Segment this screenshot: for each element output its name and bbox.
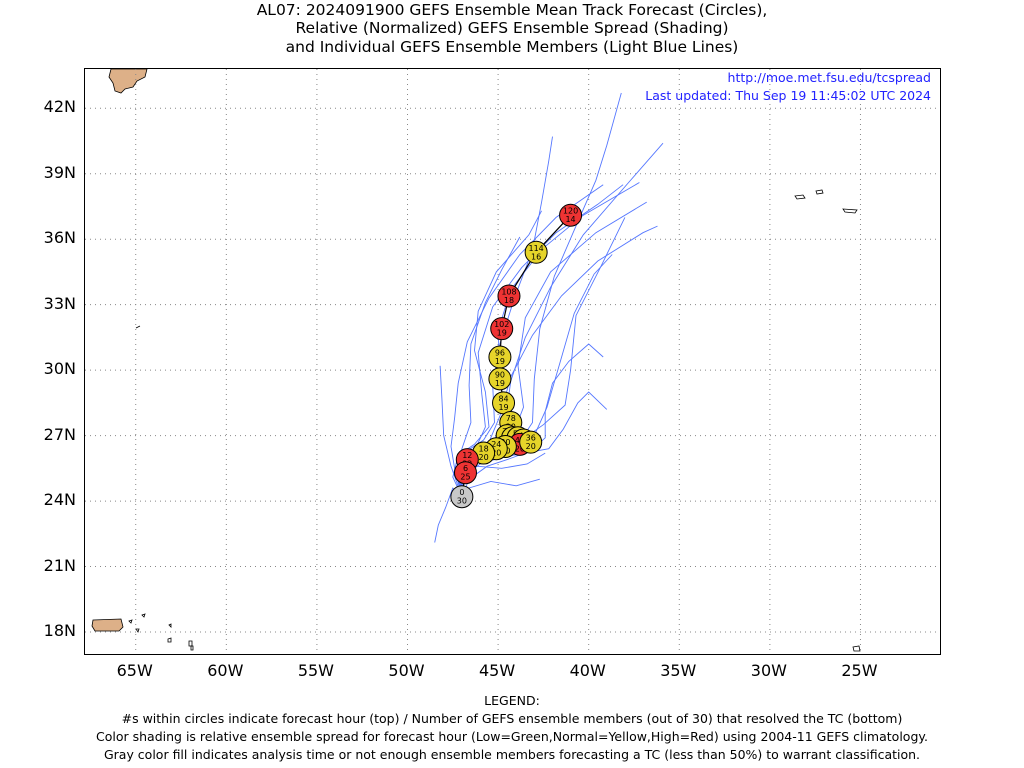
forecast-hour-label: 84 [498,394,508,403]
lesser-antilles-land-2 [135,628,140,633]
lat-tick-label: 39N [43,162,76,182]
forecast-point-6: 625 [453,461,477,485]
lon-tick-label: 45W [479,661,516,680]
forecast-hour-label: 102 [494,320,509,329]
lat-tick-label: 42N [43,97,76,117]
ensemble-member-track [450,184,604,497]
member-count-label: 19 [498,403,508,412]
legend-line-1: #s within circles indicate forecast hour… [121,711,903,726]
forecast-hour-label: 90 [495,370,505,379]
forecast-circle [453,461,477,485]
forecast-hour-label: 12 [462,451,472,460]
lat-tick-label: 36N [43,228,76,248]
forecast-circle [519,430,543,454]
member-count-label: 20 [515,444,525,453]
chart-title-line-2: Relative (Normalized) GEFS Ensemble Spre… [295,19,729,37]
forecast-circle [490,317,514,341]
member-count-label: 19 [495,379,505,388]
forecast-circle [497,284,521,308]
forecast-hour-label: 108 [501,287,516,296]
lesser-antilles-land-4 [188,640,193,647]
forecast-hour-label: 24 [491,440,501,449]
member-count-label: 20 [526,442,536,451]
lesser-antilles-land-5 [168,623,172,628]
forecast-hour-label: 96 [495,349,505,358]
newfoundland-land [108,69,148,94]
forecast-hour-label: 78 [506,414,516,423]
source-url-link[interactable]: http://moe.met.fsu.edu/tcspread [727,70,931,85]
lat-tick-label: 33N [43,293,76,313]
azores-land-1 [794,194,806,200]
lat-tick-label: 18N [43,620,76,640]
lesser-antilles-land-3 [167,637,172,643]
forecast-hour-label: 6 [463,464,468,473]
lon-tick-label: 30W [750,661,787,680]
lon-tick-label: 60W [207,661,244,680]
lesser-antilles-land-6 [190,645,194,651]
lat-tick-label: 30N [43,359,76,379]
member-count-label: 20 [491,449,501,458]
chart-title-line-3: and Individual GEFS Ensemble Members (Li… [285,38,739,56]
legend-heading: LEGEND: [484,693,540,708]
forecast-circle [559,203,583,227]
lat-tick-label: 24N [43,490,76,510]
legend-line-3: Gray color fill indicates analysis time … [103,747,921,762]
member-count-label: 25 [460,473,470,482]
lon-tick-label: 65W [116,661,153,680]
virgin-islands-land [128,619,133,624]
azores-land-2 [815,189,824,195]
mean-track-circles: 1201411416108181021996199019841978207220… [450,203,583,509]
member-count-label: 30 [457,497,467,506]
lat-tick-label: 27N [43,424,76,444]
lon-tick-label: 55W [297,661,334,680]
chart-title-line-1: AL07: 2024091900 GEFS Ensemble Mean Trac… [256,1,768,19]
land-masses [91,69,861,652]
member-count-label: 14 [565,215,575,224]
lat-lon-grid [85,69,940,654]
forecast-circle [450,485,474,509]
forecast-circle [488,367,512,391]
forecast-circle [524,240,548,264]
bermuda-land [135,325,141,329]
forecast-hour-label: 114 [529,244,544,253]
map-panel: 1201411416108181021996199019841978207220… [84,68,941,655]
lon-tick-label: 50W [388,661,425,680]
lon-tick-label: 25W [841,661,878,680]
forecast-hour-label: 36 [526,434,536,443]
forecast-point-0: 030 [450,485,474,509]
last-updated-text: Last updated: Thu Sep 19 11:45:02 UTC 20… [645,88,931,103]
legend-line-2: Color shading is relative ensemble sprea… [96,729,928,744]
azores-land-3 [842,208,858,214]
member-count-label: 18 [504,296,514,305]
member-count-label: 19 [497,329,507,338]
track-map: 1201411416108181021996199019841978207220… [85,69,940,654]
member-count-label: 20 [479,453,489,462]
lat-tick-label: 21N [43,555,76,575]
member-count-label: 16 [531,252,541,261]
forecast-hour-label: 120 [563,207,578,216]
forecast-hour-label: 18 [479,445,489,454]
puerto-rico-land [91,618,124,632]
cape-verde-land [852,645,861,652]
lesser-antilles-land-1 [141,613,146,618]
lon-tick-label: 35W [660,661,697,680]
member-count-label: 19 [495,357,505,366]
ensemble-member-track [461,478,540,497]
forecast-hour-label: 0 [459,488,464,497]
lon-tick-label: 40W [569,661,606,680]
ensemble-member-track [461,343,604,497]
